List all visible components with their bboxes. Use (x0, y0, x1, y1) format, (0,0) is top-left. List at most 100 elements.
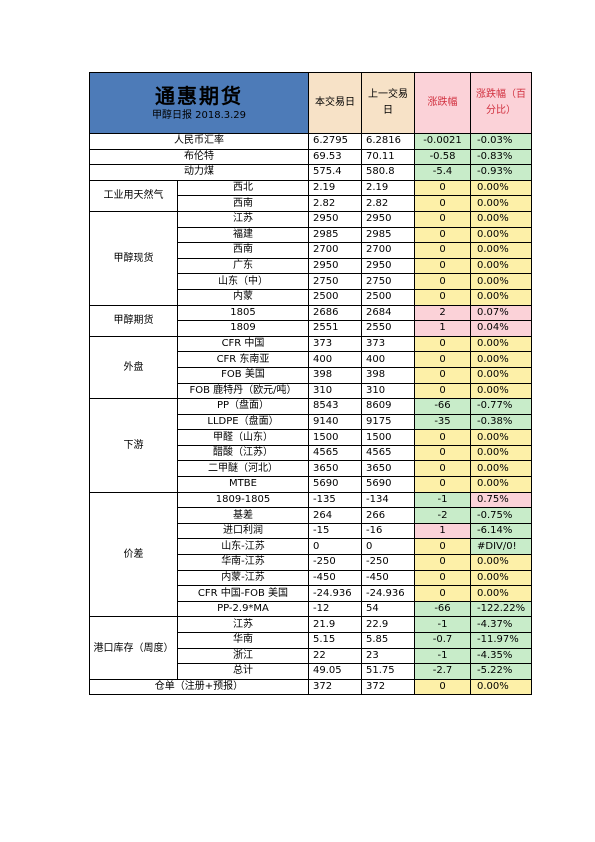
prev-value: 2.82 (361, 195, 415, 212)
today-value: 1500 (308, 429, 362, 446)
row-label: 西北 (177, 179, 309, 197)
table-row: 内蒙 2500 2500 0 0.00% (90, 288, 532, 306)
row-label: 山东-江苏 (177, 538, 309, 556)
pct-value: 0.00% (470, 335, 532, 353)
change-value: -0.7 (414, 632, 471, 649)
today-value: 2985 (308, 226, 362, 244)
today-value: 0 (308, 538, 362, 556)
row-label: 西南 (177, 242, 309, 259)
row-label: 进口利润 (177, 522, 309, 540)
row-label: 仓单（注册+预报） (89, 678, 309, 696)
row-label: 1805 (177, 304, 309, 322)
table-row: 动力煤 575.4 580.8 -5.4 -0.93% (89, 164, 532, 181)
prev-value: 51.75 (361, 663, 415, 680)
pct-value: -11.97% (470, 632, 532, 649)
row-label: 山东（中） (177, 273, 309, 290)
pct-value: 0.00% (470, 210, 532, 228)
pct-value: 0.00% (470, 179, 532, 197)
table-row: 港口库存（周度） 江苏 21.9 22.9 -1 -4.37% (89, 616, 532, 680)
prev-value: 4565 (361, 444, 415, 462)
pct-value: 0.00% (470, 382, 532, 400)
category-label: 下游 (89, 398, 178, 493)
row-label: MTBE (177, 476, 309, 493)
row-label: 总计 (177, 663, 309, 680)
prev-value: -16 (361, 522, 415, 540)
today-value: 398 (308, 366, 362, 384)
today-value: -250 (308, 554, 362, 571)
prev-value: -250 (361, 554, 415, 571)
row-label: 1809 (177, 320, 309, 337)
table-row: 华南 5.15 5.85 -0.7 -11.97% (90, 632, 532, 649)
change-value: 0 (414, 273, 471, 290)
today-value: 49.05 (308, 663, 362, 680)
change-value: 1 (414, 320, 471, 337)
col-today-header: 本交易日 (308, 72, 362, 134)
table-row: CFR 中国-FOB 美国 -24.936 -24.936 0 0.00% (90, 585, 532, 602)
pct-value: -122.22% (470, 600, 532, 618)
table-row: 广东 2950 2950 0 0.00% (90, 257, 532, 275)
today-value: 69.53 (308, 148, 362, 166)
today-value: 2551 (308, 320, 362, 337)
category-label: 甲醇现货 (89, 210, 178, 306)
change-value: -1 (414, 647, 471, 665)
change-value: 2 (414, 304, 471, 322)
col-change-header: 涨跌幅 (414, 72, 471, 134)
table-row: 外盘 CFR 中国 373 373 0 0.00% (89, 335, 532, 400)
change-value: -2.7 (414, 663, 471, 680)
pct-value: -0.93% (470, 164, 532, 181)
row-label: FOB 鹿特丹（欧元/吨） (177, 382, 309, 400)
prev-value: 2985 (361, 226, 415, 244)
pct-value: 0.00% (470, 429, 532, 446)
pct-value: 0.00% (470, 585, 532, 602)
table-row: 甲醛（山东） 1500 1500 0 0.00% (90, 429, 532, 446)
table-row: 价差 1809-1805 -135 -134 -1 0.75% (89, 491, 532, 618)
change-value: -66 (414, 600, 471, 618)
prev-value: 2700 (361, 242, 415, 259)
prev-value: 2950 (361, 210, 415, 228)
change-value: 0 (414, 210, 471, 228)
today-value: 2950 (308, 257, 362, 275)
row-label: 1809-1805 (177, 491, 309, 509)
today-value: 21.9 (308, 616, 362, 633)
prev-value: -450 (361, 569, 415, 587)
col-pct-header: 涨跌幅（百分比） (470, 72, 532, 134)
category-label: 港口库存（周度） (89, 616, 178, 680)
row-label: LLDPE（盘面） (177, 413, 309, 431)
today-value: 2750 (308, 273, 362, 290)
prev-value: 8609 (361, 398, 415, 415)
today-value: 373 (308, 335, 362, 353)
pct-value: -4.37% (470, 616, 532, 633)
today-value: 22 (308, 647, 362, 665)
prev-value: 2500 (361, 288, 415, 306)
change-value: 0 (414, 257, 471, 275)
change-value: 0 (414, 585, 471, 602)
pct-value: -0.77% (470, 398, 532, 415)
table-row: 基差 264 266 -2 -0.75% (90, 507, 532, 524)
change-value: 0 (414, 538, 471, 556)
table-row: 内蒙-江苏 -450 -450 0 0.00% (90, 569, 532, 587)
change-value: 0 (414, 288, 471, 306)
prev-value: 580.8 (361, 164, 415, 181)
category-label: 价差 (89, 491, 178, 618)
prev-value: -134 (361, 491, 415, 509)
change-value: -1 (414, 616, 471, 633)
pct-value: 0.00% (470, 195, 532, 212)
prev-value: 5.85 (361, 632, 415, 649)
table-row: 醋酸（江苏） 4565 4565 0 0.00% (90, 444, 532, 462)
prev-value: 54 (361, 600, 415, 618)
pct-value: 0.00% (470, 257, 532, 275)
prev-value: 1500 (361, 429, 415, 446)
prev-value: 372 (361, 678, 415, 696)
row-label: PP-2.9*MA (177, 600, 309, 618)
table-row: LLDPE（盘面） 9140 9175 -35 -0.38% (90, 413, 532, 431)
change-value: 0 (414, 429, 471, 446)
today-value: 372 (308, 678, 362, 696)
prev-value: 5690 (361, 476, 415, 493)
row-label: CFR 东南亚 (177, 351, 309, 368)
change-value: 0 (414, 476, 471, 493)
row-label: 动力煤 (89, 164, 309, 181)
prev-value: 2950 (361, 257, 415, 275)
pct-value: -0.38% (470, 413, 532, 431)
change-value: -2 (414, 507, 471, 524)
row-label: 江苏 (177, 210, 309, 228)
